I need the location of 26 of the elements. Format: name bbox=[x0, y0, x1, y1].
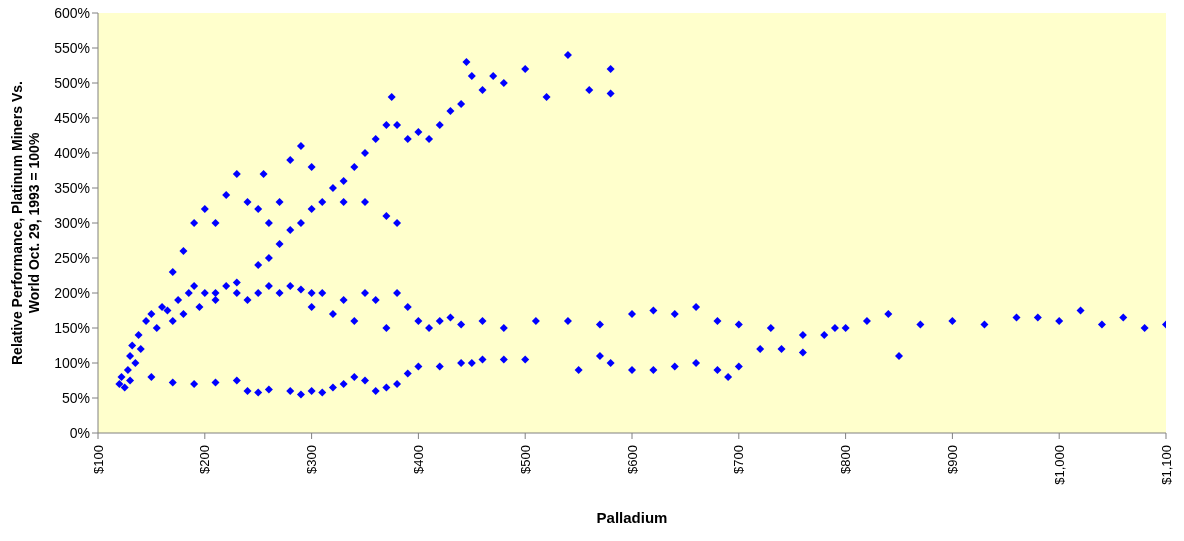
y-tick-label: 300% bbox=[54, 214, 90, 231]
x-tick-label: $600 bbox=[624, 445, 640, 474]
x-tick-label: $800 bbox=[838, 445, 854, 474]
y-tick-label: 100% bbox=[54, 354, 90, 371]
y-tick-label: 200% bbox=[54, 284, 90, 301]
y-tick-label: 0% bbox=[69, 424, 90, 441]
y-tick-label: 600% bbox=[54, 4, 90, 21]
x-tick-label: $700 bbox=[731, 445, 747, 474]
x-tick-label: $1,100 bbox=[1158, 445, 1174, 485]
y-tick-label: 500% bbox=[54, 74, 90, 91]
x-tick-label: $900 bbox=[944, 445, 960, 474]
y-tick-label: 50% bbox=[61, 389, 90, 406]
x-tick-label: $100 bbox=[90, 445, 106, 474]
y-axis-title: Relative Performance, Platinum Miners Vs. World Oct. 29, 1993 = 100% bbox=[8, 81, 42, 365]
x-tick-label: $500 bbox=[517, 445, 533, 474]
x-tick-label: $1,000 bbox=[1051, 445, 1067, 485]
x-tick-label: $200 bbox=[197, 445, 213, 474]
y-tick-label: 250% bbox=[54, 249, 90, 266]
x-axis-title: Palladium bbox=[596, 509, 668, 526]
y-tick-label: 400% bbox=[54, 144, 90, 161]
y-tick-label: 150% bbox=[54, 319, 90, 336]
y-tick-label: 550% bbox=[54, 39, 90, 56]
x-tick-label: $400 bbox=[410, 445, 426, 474]
y-tick-label: 350% bbox=[54, 179, 90, 196]
y-tick-label: 450% bbox=[54, 109, 90, 126]
x-tick-label: $300 bbox=[304, 445, 320, 474]
